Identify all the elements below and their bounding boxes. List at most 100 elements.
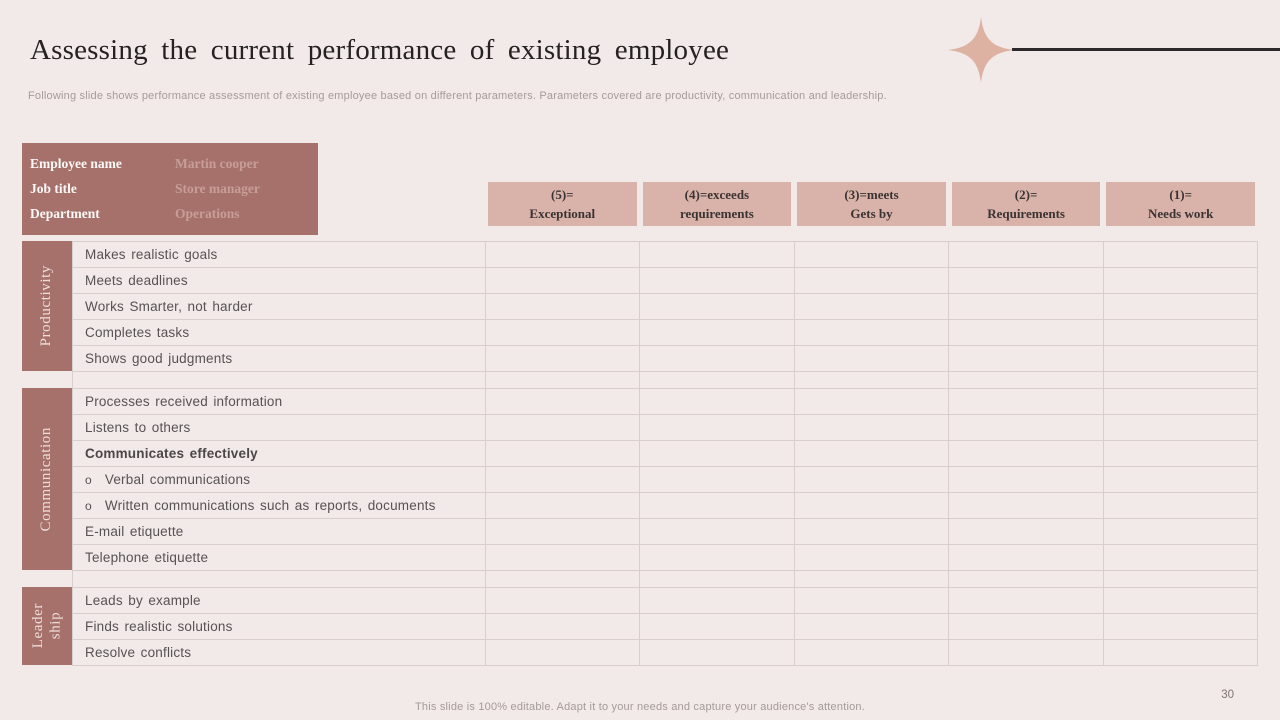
rating-cell bbox=[486, 614, 641, 640]
assessment-item-label: Resolve conflicts bbox=[85, 645, 192, 660]
rating-cell bbox=[1103, 493, 1258, 519]
rating-cell bbox=[486, 467, 641, 493]
assessment-item-label: Works Smarter, not harder bbox=[85, 299, 253, 314]
table-row: Makes realistic goals bbox=[73, 242, 1258, 268]
assessment-item: Listens to others bbox=[73, 415, 486, 441]
rating-header-2: (2)= Requirements bbox=[951, 182, 1101, 226]
bullet-marker: o bbox=[85, 498, 92, 513]
rating-cell bbox=[949, 467, 1104, 493]
rating-cell bbox=[1103, 372, 1258, 389]
rating-header-2-line1: (2)= bbox=[1014, 186, 1038, 202]
rating-cell bbox=[949, 372, 1104, 389]
table-spacer-row bbox=[73, 571, 1258, 588]
assessment-item: o Written communications such as reports,… bbox=[73, 493, 486, 519]
assessment-table: Productivity Communication Leader ship M… bbox=[22, 241, 1258, 666]
rating-cell bbox=[949, 441, 1104, 467]
page-title: Assessing the current performance of exi… bbox=[30, 34, 730, 66]
rating-cell bbox=[486, 268, 641, 294]
rating-header-3-line2: Gets by bbox=[850, 206, 893, 221]
rating-cell bbox=[640, 614, 795, 640]
table-row: Completes tasks bbox=[73, 320, 1258, 346]
rating-cell bbox=[1103, 242, 1258, 268]
rating-cell bbox=[949, 519, 1104, 545]
sparkle-icon bbox=[948, 17, 1014, 83]
rating-cell bbox=[794, 614, 950, 640]
rating-cell bbox=[486, 545, 641, 571]
rating-cell bbox=[794, 441, 950, 467]
rating-header-5-line1: (5)= bbox=[551, 186, 574, 202]
rating-cell bbox=[949, 493, 1104, 519]
rating-cell bbox=[486, 441, 641, 467]
rating-cell bbox=[486, 294, 641, 320]
rating-cell bbox=[1103, 415, 1258, 441]
rating-cell bbox=[1103, 519, 1258, 545]
table-row: Processes received information bbox=[73, 389, 1258, 415]
table-row: Meets deadlines bbox=[73, 268, 1258, 294]
assessment-item-label: Makes realistic goals bbox=[85, 247, 218, 262]
rating-cell bbox=[794, 571, 950, 588]
rating-cell bbox=[486, 640, 641, 666]
assessment-item-label: Listens to others bbox=[85, 420, 191, 435]
rating-header-5-line2: Exceptional bbox=[529, 206, 596, 221]
table-row: E-mail etiquette bbox=[73, 519, 1258, 545]
rating-cell bbox=[949, 640, 1104, 666]
rating-cell bbox=[949, 588, 1104, 614]
rating-cell bbox=[949, 415, 1104, 441]
rating-cell bbox=[486, 242, 641, 268]
rating-cell bbox=[1103, 389, 1258, 415]
assessment-item-label: E-mail etiquette bbox=[85, 524, 184, 539]
rating-cell bbox=[949, 320, 1104, 346]
employee-name-value: Martin cooper bbox=[175, 155, 259, 171]
table-row: Listens to others bbox=[73, 415, 1258, 441]
rating-cell bbox=[949, 346, 1104, 372]
rating-cell bbox=[1103, 346, 1258, 372]
rating-cell bbox=[949, 389, 1104, 415]
rating-cell bbox=[1103, 268, 1258, 294]
assessment-item: Resolve conflicts bbox=[73, 640, 486, 666]
department-label: Department bbox=[30, 206, 100, 222]
spacer-cell bbox=[73, 372, 486, 389]
rating-cell bbox=[486, 415, 641, 441]
rating-cell bbox=[486, 493, 641, 519]
rating-cell bbox=[949, 545, 1104, 571]
spacer-cell bbox=[73, 571, 486, 588]
rating-header-1-line2: Needs work bbox=[1148, 206, 1214, 221]
rating-cell bbox=[640, 545, 795, 571]
rating-cell bbox=[794, 372, 950, 389]
rating-cell bbox=[640, 294, 795, 320]
rating-cell bbox=[640, 519, 795, 545]
rating-cell bbox=[486, 372, 641, 389]
rating-header-1-line1: (1)= bbox=[1169, 186, 1192, 202]
rating-cell bbox=[1103, 614, 1258, 640]
rating-cell bbox=[640, 242, 795, 268]
footer-note: This slide is 100% editable. Adapt it to… bbox=[415, 701, 865, 713]
rating-header-3-line1: (3)=meets bbox=[844, 186, 899, 202]
table-row: o Verbal communications bbox=[73, 467, 1258, 493]
rating-header-1: (1)= Needs work bbox=[1106, 182, 1255, 226]
slide-subtitle: Following slide shows performance assess… bbox=[28, 90, 887, 102]
rating-cell bbox=[949, 571, 1104, 588]
rating-cell bbox=[640, 415, 795, 441]
category-productivity: Productivity bbox=[22, 241, 72, 371]
rating-cell bbox=[794, 519, 950, 545]
assessment-item: Shows good judgments bbox=[73, 346, 486, 372]
page-number: 30 bbox=[1221, 689, 1234, 701]
table-row: Communicates effectively bbox=[73, 441, 1258, 467]
rating-cell bbox=[794, 545, 950, 571]
employee-name-row: Employee name Martin cooper bbox=[30, 156, 318, 172]
assessment-item-label: Completes tasks bbox=[85, 325, 190, 340]
assessment-item: Makes realistic goals bbox=[73, 242, 486, 268]
assessment-item: Completes tasks bbox=[73, 320, 486, 346]
job-title-row: Job title Store manager bbox=[30, 181, 318, 197]
category-leadership-label: Leader ship bbox=[29, 603, 63, 649]
category-communication: Communication bbox=[22, 388, 72, 570]
assessment-item-label: Leads by example bbox=[85, 593, 201, 608]
rating-cell bbox=[1103, 588, 1258, 614]
rating-cell bbox=[640, 571, 795, 588]
rating-cell bbox=[794, 389, 950, 415]
rating-scale-header: (5)= Exceptional (4)=exceeds requirement… bbox=[485, 182, 1258, 226]
employee-name-label: Employee name bbox=[30, 155, 122, 171]
assessment-item-label: Telephone etiquette bbox=[85, 550, 209, 565]
assessment-item-label: Communicates effectively bbox=[85, 446, 258, 461]
rating-cell bbox=[794, 268, 950, 294]
